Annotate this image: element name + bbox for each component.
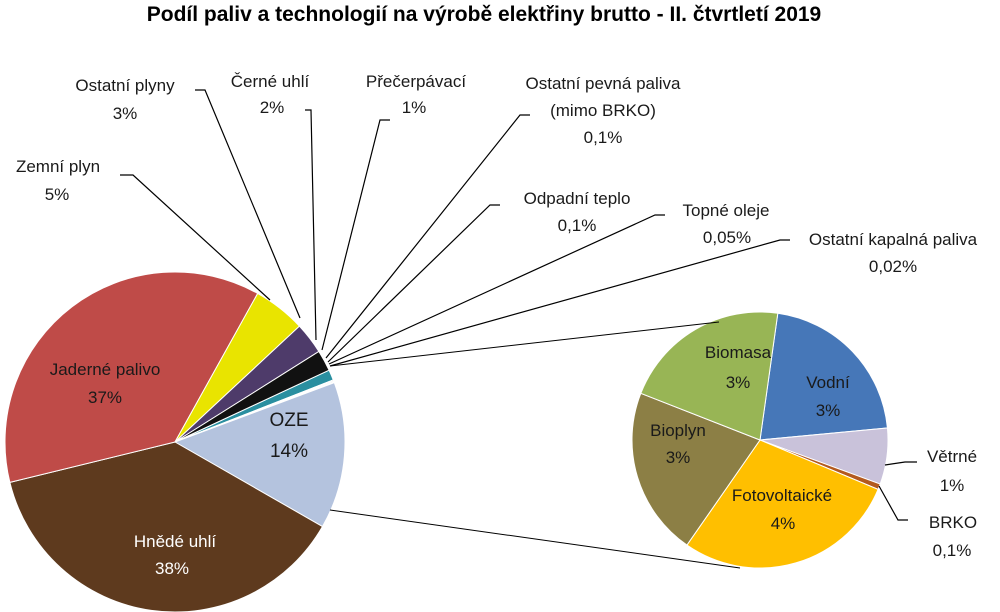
label-topne-oleje-name: Topné oleje	[683, 201, 770, 220]
label-hnede-value: 38%	[155, 559, 189, 578]
label-zemni-plyn-value: 5%	[45, 185, 70, 204]
label-biomasa-value: 3%	[726, 373, 751, 392]
label-oze-value: 14%	[270, 441, 308, 462]
label-topne-oleje-value: 0,05%	[703, 228, 751, 247]
pie-connectors	[329, 321, 741, 569]
label-zemni-plyn-name: Zemní plyn	[16, 157, 100, 176]
label-biomasa-name: Biomasa	[705, 343, 772, 362]
detail-pie	[631, 311, 889, 569]
label-jaderne-value: 37%	[88, 388, 122, 407]
label-ostatni-plyny-value: 3%	[113, 104, 138, 123]
pie-slice-oze	[173, 381, 346, 528]
pie-slice-fotovoltaicke	[686, 439, 879, 569]
leader-odpadni-teplo	[327, 204, 500, 363]
leader-cerne-uhli	[305, 109, 317, 341]
label-bioplyn-name: Bioplyn	[650, 421, 706, 440]
chart-title: Podíl paliv a technologií na výrobě elek…	[147, 3, 822, 26]
label-vodni-name: Vodní	[806, 373, 850, 392]
label-brko-name: BRKO	[929, 513, 977, 532]
leader-vetrne	[884, 461, 917, 466]
label-jaderne-name: Jaderné palivo	[50, 360, 161, 379]
label-cerne-uhli-value: 2%	[260, 98, 285, 117]
label-vodni-value: 3%	[816, 401, 841, 420]
detail-leader-lines	[878, 461, 917, 521]
label-precerpavaci-name: Přečerpávací	[366, 72, 466, 91]
label-ostatni-plyny-name: Ostatní plyny	[75, 76, 175, 95]
label-ostatni-pevna-line1: Ostatní pevná paliva	[526, 74, 682, 93]
label-odpadni-teplo-name: Odpadní teplo	[524, 189, 631, 208]
pie-slice-jaderne-palivo	[4, 271, 259, 483]
label-oze-name: OZE	[269, 410, 308, 431]
connector-top	[329, 321, 720, 367]
pie-slice-cerne-uhli	[174, 350, 330, 443]
label-brko-value: 0,1%	[933, 541, 972, 560]
connector-bottom	[329, 509, 741, 569]
label-bioplyn-value: 3%	[666, 448, 691, 467]
label-ostatni-pevna-line2: (mimo BRKO)	[550, 101, 656, 120]
label-vetrne-value: 1%	[940, 476, 965, 495]
leader-topne-oleje	[328, 214, 665, 365]
pie-slice-biomasa	[640, 311, 779, 441]
label-ostatni-pevna-value: 0,1%	[584, 128, 623, 147]
leader-ostatni-kapalna	[329, 239, 790, 367]
leader-ostatni-pevna	[325, 114, 530, 359]
leader-zemni-plyn	[120, 174, 271, 301]
leader-brko	[878, 485, 908, 521]
pie-slice-bioplyn	[631, 392, 761, 546]
label-vetrne-name: Větrné	[927, 447, 977, 466]
label-precerpavaci-value: 1%	[402, 98, 427, 117]
leader-precerpavaci	[321, 119, 390, 351]
label-cerne-uhli-name: Černé uhlí	[231, 72, 310, 91]
label-fotovoltaicke-name: Fotovoltaické	[732, 486, 832, 505]
pie-slice-hnede-uhli	[9, 441, 324, 612]
leader-ostatni-plyny	[195, 89, 301, 319]
pie-slice-vodni	[759, 312, 888, 441]
label-ostatni-kapalna-value: 0,02%	[869, 257, 917, 276]
label-odpadni-teplo-value: 0,1%	[558, 216, 597, 235]
main-pie	[4, 271, 346, 612]
label-ostatni-kapalna-name: Ostatní kapalná paliva	[809, 230, 978, 249]
label-fotovoltaicke-value: 4%	[771, 514, 796, 533]
label-hnede-name: Hnědé uhlí	[134, 532, 217, 551]
leader-lines	[120, 89, 790, 367]
